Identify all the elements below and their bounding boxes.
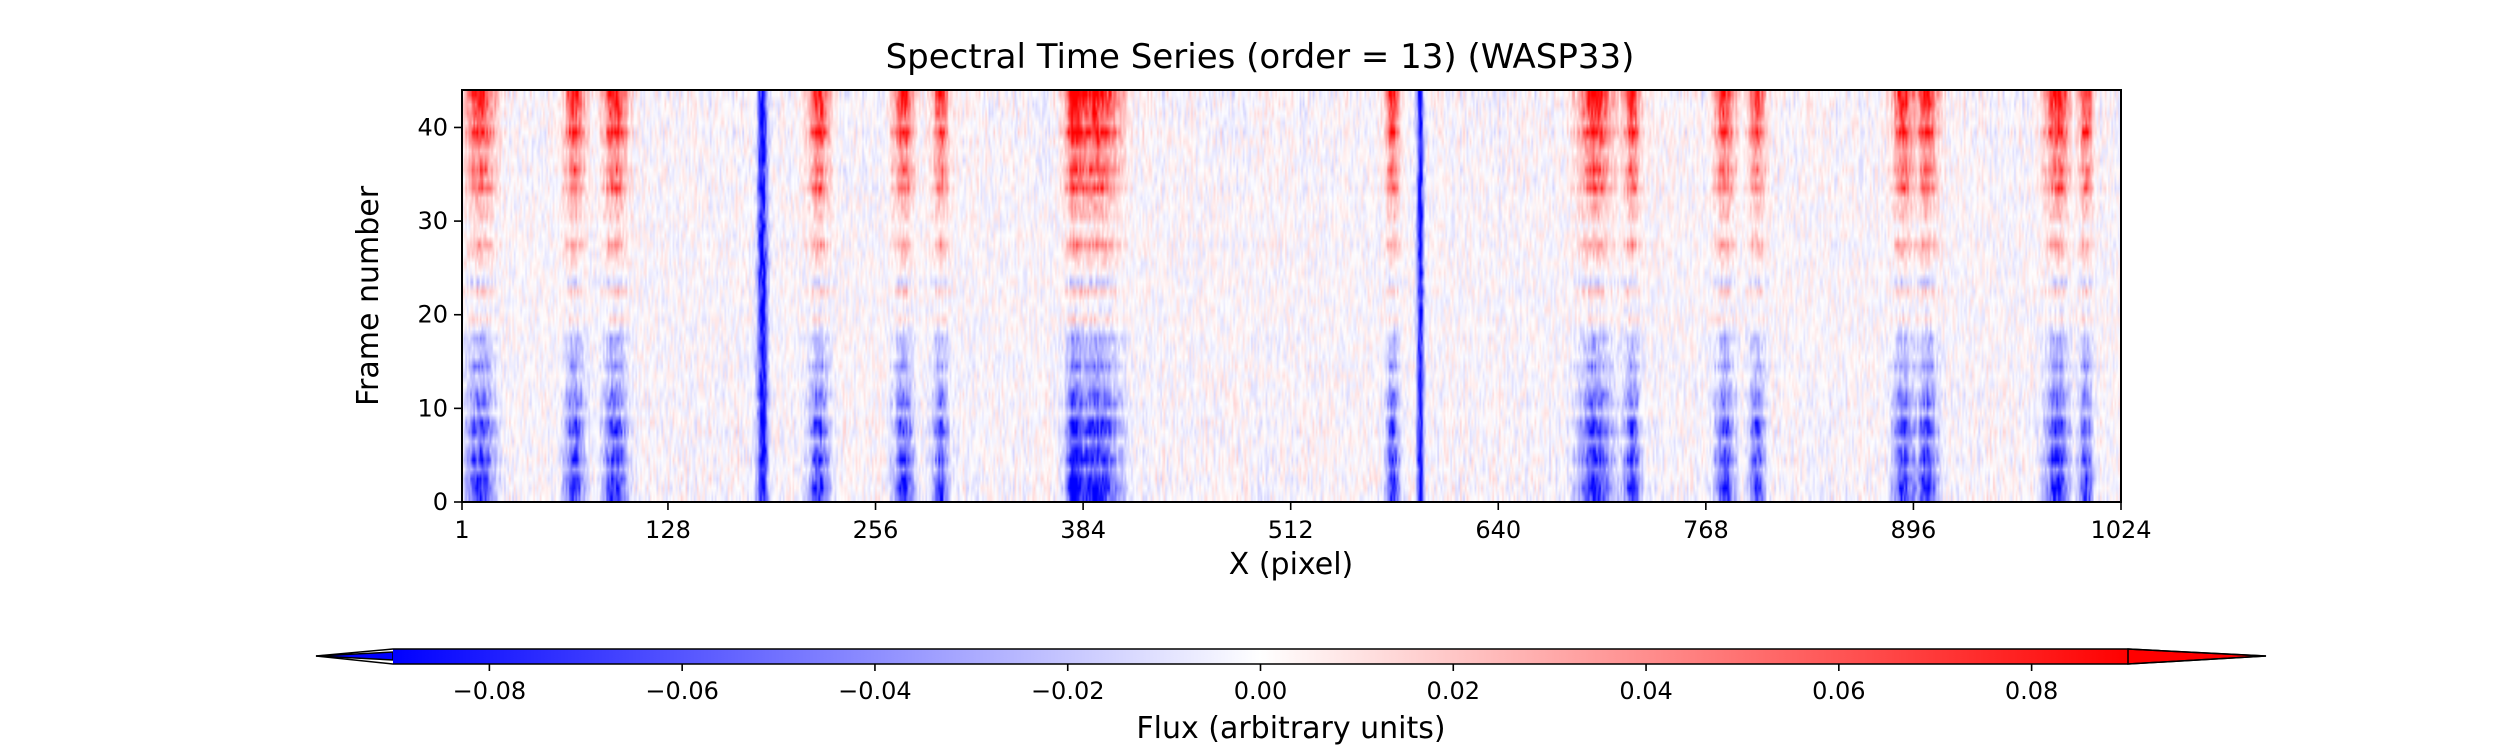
- chart-title: Spectral Time Series (order = 13) (WASP3…: [886, 37, 1635, 77]
- colorbar-tick-label: 0.06: [1812, 677, 1865, 705]
- x-tick-label: 768: [1683, 516, 1729, 544]
- colorbar-tick-label: −0.08: [453, 677, 527, 705]
- x-tick-label: 384: [1060, 516, 1106, 544]
- x-axis-label: X (pixel): [1229, 547, 1354, 582]
- y-tick-label: 30: [417, 207, 448, 235]
- colorbar: −0.08 −0.06 −0.04 −0.02 0.00 0.02 0.04 0.06 0.08: [315, 648, 2267, 705]
- x-tick-label: 896: [1891, 516, 1937, 544]
- colorbar-tick-label: −0.04: [838, 677, 912, 705]
- plot-frame: [461, 89, 2122, 503]
- x-axis: 1 128 256 384 512 640 768 896 1024: [454, 502, 2152, 544]
- colorbar-tick-label: 0.00: [1234, 677, 1287, 705]
- y-tick-label: 40: [417, 113, 448, 141]
- heatmap-image: [462, 90, 2121, 502]
- x-tick-label: 128: [645, 516, 691, 544]
- colorbar-tick-label: 0.04: [1619, 677, 1672, 705]
- colorbar-label: Flux (arbitrary units): [1136, 711, 1445, 746]
- y-tick-label: 0: [433, 488, 448, 516]
- x-tick-label: 1: [454, 516, 469, 544]
- y-tick-label: 10: [417, 394, 448, 422]
- x-tick-label: 1024: [2090, 516, 2151, 544]
- x-tick-label: 256: [853, 516, 899, 544]
- y-axis: 0 10 20 30 40: [417, 113, 462, 516]
- colorbar-gradient: [393, 649, 2128, 664]
- y-axis-label: Frame number: [351, 185, 386, 406]
- y-tick-label: 20: [417, 301, 448, 329]
- heatmap-plot: [461, 89, 2122, 503]
- colorbar-tick-label: 0.02: [1427, 677, 1480, 705]
- colorbar-ticks: −0.08 −0.06 −0.04 −0.02 0.00 0.02 0.04 0.06 0.08: [453, 664, 2058, 705]
- colorbar-tick-label: −0.06: [645, 677, 719, 705]
- colorbar-tick-label: −0.02: [1031, 677, 1105, 705]
- x-tick-label: 640: [1475, 516, 1521, 544]
- x-tick-label: 512: [1268, 516, 1314, 544]
- colorbar-tick-label: 0.08: [2005, 677, 2058, 705]
- colorbar-outline: [315, 648, 2267, 665]
